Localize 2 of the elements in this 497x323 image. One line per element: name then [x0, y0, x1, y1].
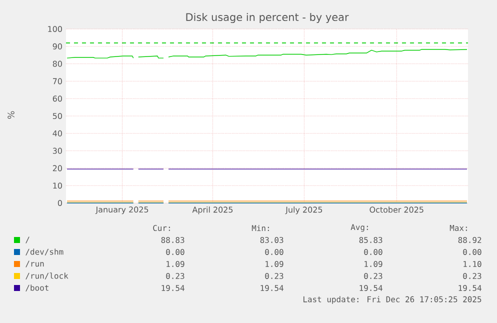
y-axis-title: %	[8, 111, 14, 119]
chart-title: Disk usage in percent - by year	[186, 12, 349, 24]
